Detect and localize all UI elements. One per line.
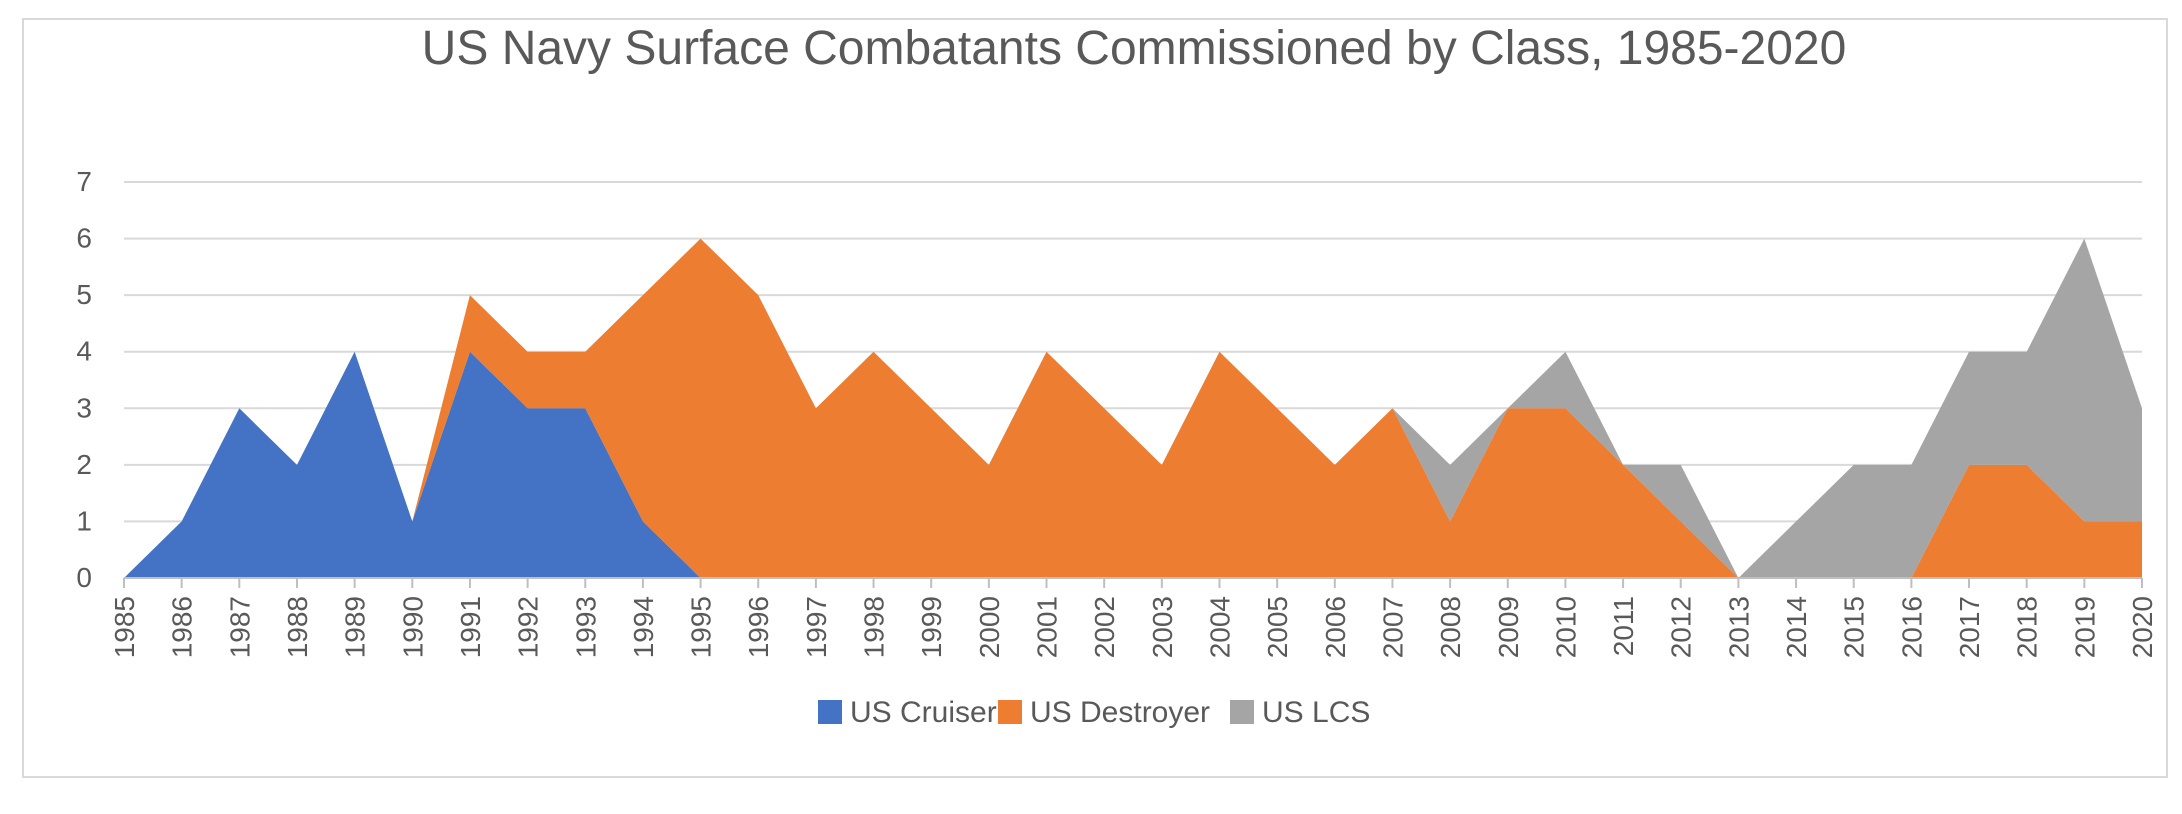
legend: US Cruiser US Destroyer US LCS xyxy=(818,696,1370,729)
x-tick-label: 1992 xyxy=(513,596,544,658)
x-tick-label: 2001 xyxy=(1032,596,1063,658)
legend-label-us-destroyer: US Destroyer xyxy=(1030,696,1210,729)
y-tick-label: 4 xyxy=(76,336,92,367)
x-tick-label: 1985 xyxy=(109,596,140,658)
area-layer xyxy=(124,238,2142,578)
x-tick-label: 2013 xyxy=(1723,596,1754,658)
x-tick-label: 2017 xyxy=(1954,596,1985,658)
legend-swatch-us-destroyer xyxy=(998,700,1022,724)
x-tick-label: 2005 xyxy=(1262,596,1293,658)
x-tick-label: 1999 xyxy=(916,596,947,658)
x-tick-label: 2014 xyxy=(1781,596,1812,658)
chart-svg: 0 1 2 3 4 5 6 7 1985 1986 1987 1988 1989 1990 1991 1992… xyxy=(76,22,2158,729)
x-tick-label: 1993 xyxy=(570,596,601,658)
y-tick-label: 7 xyxy=(76,166,92,197)
x-tick-label: 2018 xyxy=(2012,596,2043,658)
y-tick-label: 5 xyxy=(76,279,92,310)
x-tick-label: 2007 xyxy=(1377,596,1408,658)
x-tick-label: 1991 xyxy=(455,596,486,658)
x-tick-label: 2015 xyxy=(1839,596,1870,658)
y-tick-label: 6 xyxy=(76,223,92,254)
y-tick-label: 0 xyxy=(76,562,92,593)
x-tick-label: 1995 xyxy=(686,596,717,658)
area-series-us-destroyer xyxy=(124,238,2142,578)
y-tick-label: 3 xyxy=(76,392,92,423)
x-tick-label: 1986 xyxy=(167,596,198,658)
x-tick-label: 1994 xyxy=(628,596,659,658)
chart-frame: 0 1 2 3 4 5 6 7 1985 1986 1987 1988 1989 1990 1991 1992… xyxy=(22,18,2168,778)
x-tick-label: 1987 xyxy=(224,596,255,658)
legend-label-us-lcs: US LCS xyxy=(1262,696,1370,729)
x-tick-label: 2003 xyxy=(1147,596,1178,658)
x-tick-label: 2000 xyxy=(974,596,1005,658)
x-tick-label: 1989 xyxy=(340,596,371,658)
x-tick-label: 2002 xyxy=(1089,596,1120,658)
x-tick-label: 2020 xyxy=(2127,596,2158,658)
x-tick-label: 2006 xyxy=(1320,596,1351,658)
x-tick-label: 1996 xyxy=(743,596,774,658)
y-tick-label: 2 xyxy=(76,449,92,480)
legend-label-us-cruiser: US Cruiser xyxy=(850,696,997,729)
area-series-us-cruiser xyxy=(124,351,2142,578)
legend-swatch-us-cruiser xyxy=(818,700,842,724)
x-tick-label: 1997 xyxy=(801,596,832,658)
x-tick-label: 1988 xyxy=(282,596,313,658)
axis-layer: 0 1 2 3 4 5 6 7 1985 1986 1987 1988 1989 1990 1991 1992… xyxy=(76,166,2158,658)
chart-title: US Navy Surface Combatants Commissioned … xyxy=(422,22,1847,75)
x-tick-label: 2009 xyxy=(1493,596,1524,658)
x-tick-label: 2019 xyxy=(2069,596,2100,658)
x-tick-label: 2004 xyxy=(1204,596,1235,658)
x-tick-label: 2011 xyxy=(1608,596,1639,656)
x-tick-label: 2016 xyxy=(1896,596,1927,658)
x-tick-label: 2008 xyxy=(1435,596,1466,658)
x-tick-label: 2012 xyxy=(1666,596,1697,658)
y-tick-label: 1 xyxy=(76,505,92,536)
x-tick-label: 1990 xyxy=(397,596,428,658)
x-tick-label: 1998 xyxy=(859,596,890,658)
legend-swatch-us-lcs xyxy=(1230,700,1254,724)
x-tick-label: 2010 xyxy=(1550,596,1581,658)
